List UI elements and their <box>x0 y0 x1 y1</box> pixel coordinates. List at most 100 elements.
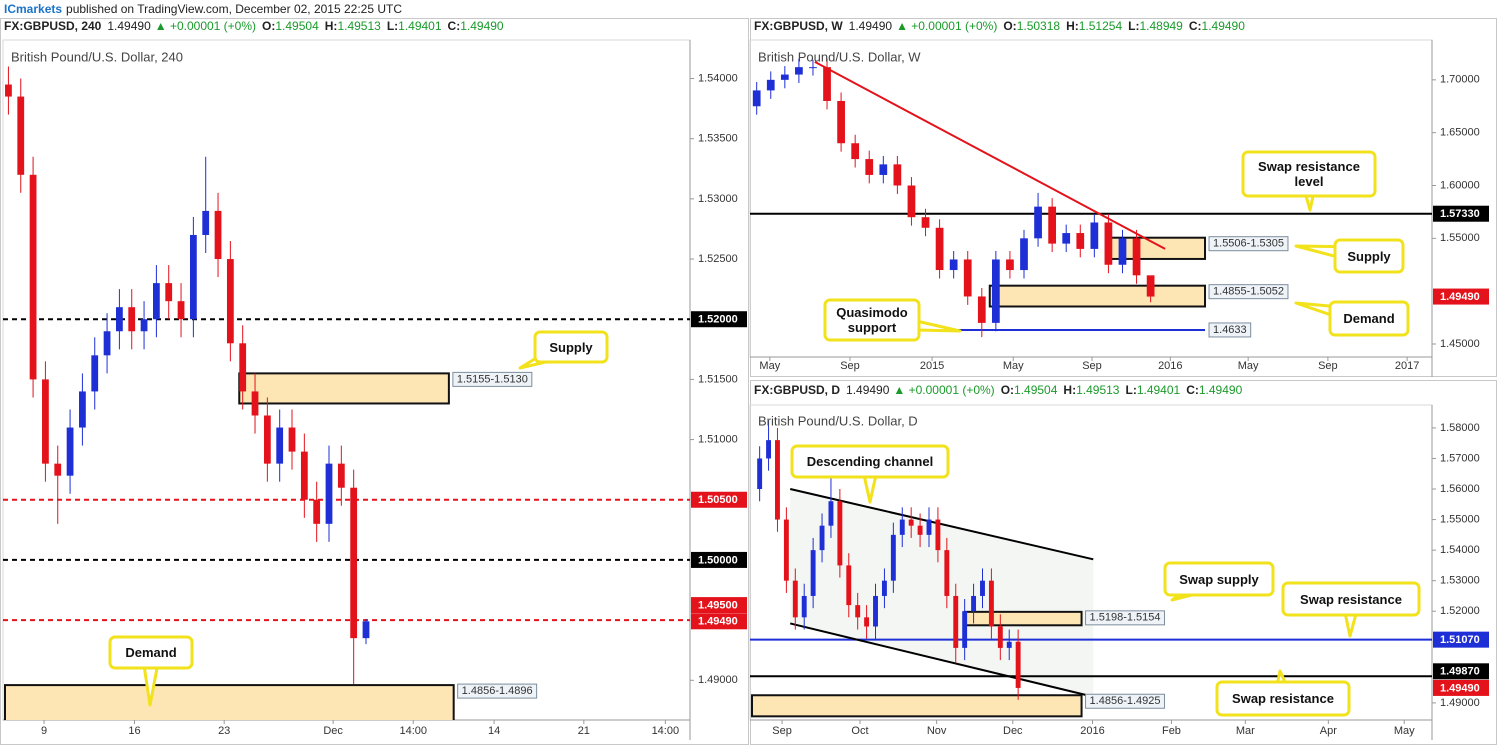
candle-body <box>837 100 845 144</box>
y-tick-label: 1.52000 <box>1440 605 1480 617</box>
callout-text: Demand <box>1343 311 1395 326</box>
trendline <box>814 60 1166 250</box>
zone-label: 1.5506-1.5305 <box>1213 238 1284 250</box>
candle-body <box>828 501 834 526</box>
plot <box>750 420 1432 718</box>
price-label-box <box>1433 205 1489 222</box>
candle-body <box>226 259 234 344</box>
candle-body <box>823 67 831 101</box>
candle-body <box>165 283 173 302</box>
author[interactable]: ICmarkets <box>4 2 62 16</box>
price-label: 1.50500 <box>698 494 738 506</box>
y-tick-label: 1.70000 <box>1440 74 1480 86</box>
ohlc-label: C: <box>1186 383 1199 397</box>
x-tick-label: 9 <box>41 725 47 737</box>
x-tick-label: Sep <box>772 725 792 737</box>
price-label-box <box>691 311 747 328</box>
price-label-box <box>1433 631 1489 648</box>
zone-label: 1.4633 <box>1213 324 1247 336</box>
instrument-name: British Pound/U.S. Dollar, D <box>758 413 918 428</box>
ohlc-value: 1.49490 <box>1202 19 1246 33</box>
price-label: 1.49490 <box>1440 682 1480 694</box>
x-tick-label: Apr <box>1320 725 1337 737</box>
ohlc-label: L: <box>1128 19 1139 33</box>
price-label: 1.49870 <box>1440 666 1480 678</box>
x-tick-label: 2016 <box>1158 360 1182 372</box>
candle-body <box>899 519 905 535</box>
zone-label: 1.4855-1.5052 <box>1213 286 1284 298</box>
candle-body <box>907 185 916 218</box>
y-tick-label: 1.55000 <box>1440 513 1480 525</box>
ohlc-value: 1.49504 <box>275 19 319 33</box>
candle-body <box>921 217 930 228</box>
x-tick-label: 2016 <box>1080 725 1104 737</box>
candle-body <box>991 259 1000 323</box>
ohlc-label: H: <box>1063 383 1076 397</box>
zone-label-box <box>1208 236 1289 252</box>
y-tick-label: 1.54000 <box>1440 544 1480 556</box>
candle-body <box>775 440 780 520</box>
candle-body <box>177 301 185 320</box>
x-tick-label: May <box>1394 725 1415 737</box>
candle-body <box>977 296 986 323</box>
candle-body <box>819 525 825 551</box>
zone <box>988 284 1207 308</box>
last-price: 1.49490 <box>849 19 893 33</box>
candle-body <box>795 67 803 75</box>
x-tick-label: 21 <box>578 725 590 737</box>
candle-body <box>337 463 345 488</box>
price-label: 1.50000 <box>698 554 738 566</box>
y-tick-label: 1.54000 <box>698 72 738 84</box>
candle-body <box>1104 222 1113 265</box>
candle-body <box>935 227 944 271</box>
candle-body <box>116 307 123 332</box>
chart-header: FX:GBPUSD, 240 1.49490 ▲ +0.00001 (+0%) O:1… <box>4 19 504 33</box>
x-tick-label: May <box>1003 360 1024 372</box>
x-tick-label: Dec <box>1003 725 1023 737</box>
candle-body <box>893 164 902 186</box>
candle-body <box>17 96 25 175</box>
candle-body <box>313 499 321 524</box>
x-tick-label: Feb <box>1162 725 1181 737</box>
candle-body <box>1132 238 1141 276</box>
change: ▲ +0.00001 (+0%) <box>893 383 994 397</box>
ohlc-label: L: <box>1125 383 1136 397</box>
candle-body <box>1020 238 1028 271</box>
candle-body <box>288 427 296 452</box>
zone-label-box <box>452 371 533 387</box>
callout-box <box>108 635 194 670</box>
ohlc-label: H: <box>325 19 338 33</box>
candle-body <box>1006 259 1014 271</box>
candle-body <box>801 595 807 618</box>
y-tick-label: 1.57000 <box>1440 452 1480 464</box>
ohlc-label: H: <box>1066 19 1079 33</box>
price-label-box <box>1433 679 1489 696</box>
candle-body <box>962 611 968 648</box>
candle-body <box>935 519 941 551</box>
callout-box <box>1163 561 1275 597</box>
zone <box>4 684 455 720</box>
chart-panel: 1.5155-1.5130 1.4856-1.4896 1.49000 1.51000… <box>0 18 749 745</box>
callout-box <box>1215 680 1351 717</box>
ohlc-label: O: <box>1003 19 1016 33</box>
candle-body <box>276 427 284 464</box>
candle-body <box>766 440 772 459</box>
zone-label-box <box>1085 693 1166 709</box>
candle-body <box>29 174 37 380</box>
candle-body <box>300 451 308 500</box>
price-label: 1.49490 <box>698 616 738 628</box>
last-price: 1.49490 <box>107 19 151 33</box>
candle-body <box>325 463 333 524</box>
candle-body <box>757 458 763 490</box>
ohlc-value: 1.49401 <box>1137 383 1181 397</box>
price-label-box <box>691 597 747 614</box>
chart-header: FX:GBPUSD, W 1.49490 ▲ +0.00001 (+0%) O:1.5… <box>754 19 1245 33</box>
y-tick-label: 1.52500 <box>698 253 738 265</box>
candle-body <box>783 519 789 581</box>
zone-label-box <box>1085 610 1166 626</box>
candle-body <box>855 605 861 618</box>
price-label: 1.51070 <box>1440 634 1480 646</box>
candle-body <box>263 415 271 464</box>
price-label-box <box>1433 663 1489 680</box>
candle-body <box>809 67 817 69</box>
